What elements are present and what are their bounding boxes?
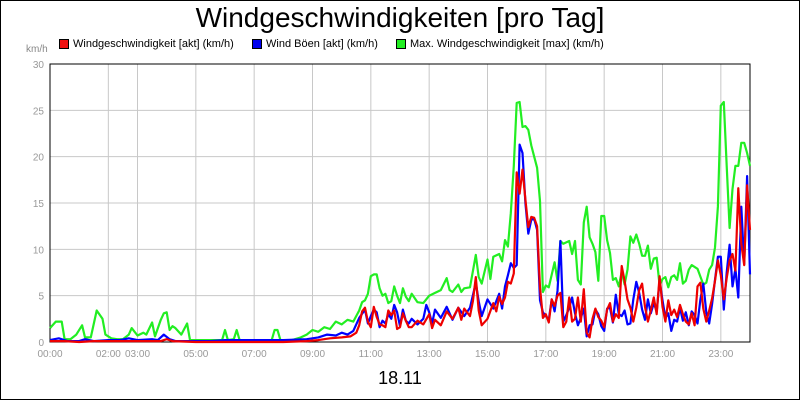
series-line-2 bbox=[50, 168, 752, 344]
legend-label-windgeschwindigkeit: Windgeschwindigkeit [akt] (km/h) bbox=[73, 38, 234, 50]
y-tick-label: 20 bbox=[33, 153, 45, 164]
legend-label-max-windgeschwindigkeit: Max. Windgeschwindigkeit [max] (km/h) bbox=[410, 38, 604, 50]
legend-swatch-blue bbox=[252, 39, 262, 49]
y-tick-label: 5 bbox=[38, 292, 44, 303]
y-tick-label: 30 bbox=[33, 60, 45, 71]
x-tick-label: 15:00 bbox=[475, 349, 500, 360]
x-tick-label: 21:00 bbox=[650, 349, 675, 360]
x-tick-label: 13:00 bbox=[417, 349, 442, 360]
x-tick-label: 09:00 bbox=[300, 349, 325, 360]
y-tick-label: 10 bbox=[33, 245, 45, 256]
x-tick-label: 05:00 bbox=[183, 349, 208, 360]
x-tick-label: 23:00 bbox=[708, 349, 733, 360]
legend-label-wind-boeen: Wind Böen [akt] (km/h) bbox=[266, 38, 378, 50]
y-tick-label: 15 bbox=[33, 199, 45, 210]
x-tick-label: 17:00 bbox=[533, 349, 558, 360]
x-tick-label: 02:00 bbox=[96, 349, 121, 360]
x-tick-label: 11:00 bbox=[359, 349, 384, 360]
x-tick-label: 03:00 bbox=[125, 349, 150, 360]
y-axis-unit-label: km/h bbox=[26, 44, 48, 55]
x-tick-label: 07:00 bbox=[242, 349, 267, 360]
legend-item-wind-boeen: Wind Böen [akt] (km/h) bbox=[252, 38, 378, 50]
chart-title: Windgeschwindigkeiten [pro Tag] bbox=[195, 2, 605, 33]
legend-item-windgeschwindigkeit: Windgeschwindigkeit [akt] (km/h) bbox=[59, 38, 234, 50]
x-tick-label: 19:00 bbox=[592, 349, 617, 360]
legend-swatch-green bbox=[396, 39, 406, 49]
plot-border bbox=[49, 63, 751, 343]
legend-item-max-windgeschwindigkeit: Max. Windgeschwindigkeit [max] (km/h) bbox=[396, 38, 604, 50]
legend-swatch-red bbox=[59, 39, 69, 49]
y-tick-label: 25 bbox=[33, 106, 45, 117]
x-tick-label: 00:00 bbox=[37, 349, 62, 360]
y-tick-label: 0 bbox=[38, 338, 44, 349]
x-axis-date-label: 18.11 bbox=[378, 368, 422, 388]
